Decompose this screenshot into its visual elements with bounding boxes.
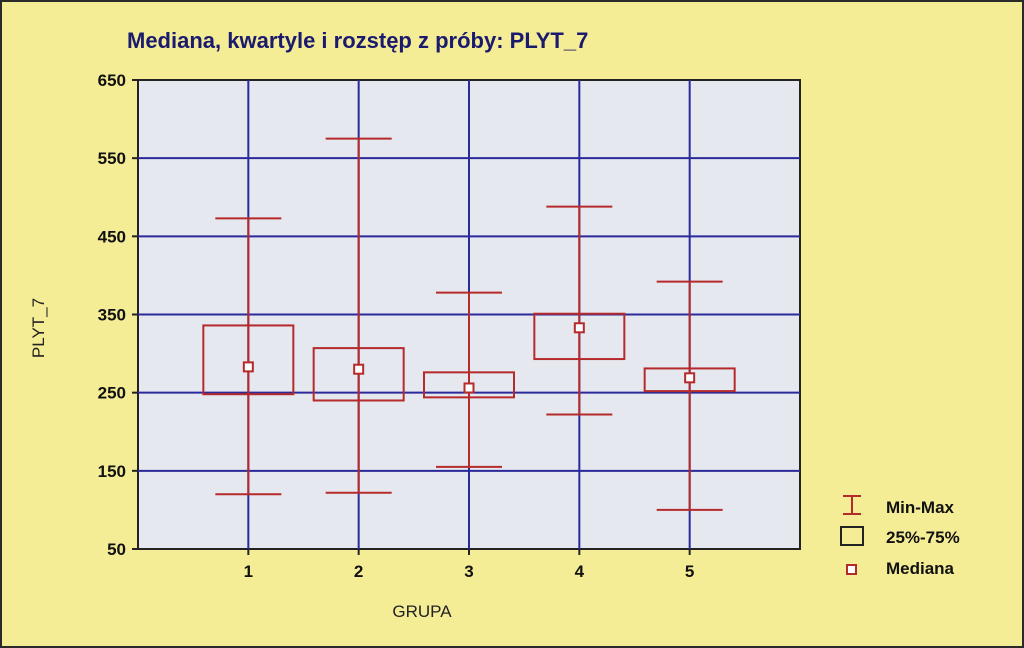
box-group-5 [643, 280, 736, 511]
y-tick-label: 150 [98, 462, 126, 481]
box-group-2 [312, 137, 405, 494]
x-tick-label: 4 [575, 562, 585, 581]
legend-item-quartiles: 25%-75% [840, 526, 960, 547]
quartile-box [533, 312, 626, 361]
box-group-1 [202, 217, 295, 496]
boxes [202, 137, 736, 511]
y-tick-label: 250 [98, 384, 126, 403]
x-tick-label: 2 [354, 562, 363, 581]
y-tick-label: 350 [98, 306, 126, 325]
median-marker [353, 363, 365, 375]
quartile-box [312, 347, 405, 402]
box-group-3 [423, 291, 515, 468]
quartile-box [643, 367, 736, 393]
y-tick-label: 450 [98, 227, 126, 246]
legend: Min-Max 25%-75% Mediana [840, 495, 960, 578]
legend-item-min-max: Min-Max [843, 495, 955, 517]
y-tick-label: 650 [98, 71, 126, 90]
legend-label-min-max: Min-Max [886, 498, 955, 517]
quartile-box [202, 324, 295, 396]
median-marker [242, 361, 254, 373]
chart-title: Mediana, kwartyle i rozstęp z próby: PLY… [127, 28, 588, 53]
y-axis-ticks: 50 150 250 350 450 550 650 [98, 71, 138, 559]
box-group-4 [533, 205, 626, 416]
median-marker [463, 382, 475, 394]
median-marker [573, 322, 585, 334]
legend-label-quartiles: 25%-75% [886, 528, 960, 547]
median-marker [684, 372, 696, 384]
x-tick-label: 3 [464, 562, 473, 581]
x-axis-ticks: 1 2 3 4 5 [244, 549, 694, 581]
y-axis-label: PLYT_7 [29, 298, 48, 358]
quartile-box [423, 371, 515, 399]
x-tick-label: 5 [685, 562, 694, 581]
legend-label-median: Mediana [886, 559, 955, 578]
y-tick-label: 50 [107, 540, 126, 559]
y-tick-label: 550 [98, 149, 126, 168]
x-axis-label: GRUPA [392, 602, 452, 621]
x-tick-label: 1 [244, 562, 253, 581]
legend-item-median: Mediana [846, 559, 955, 578]
